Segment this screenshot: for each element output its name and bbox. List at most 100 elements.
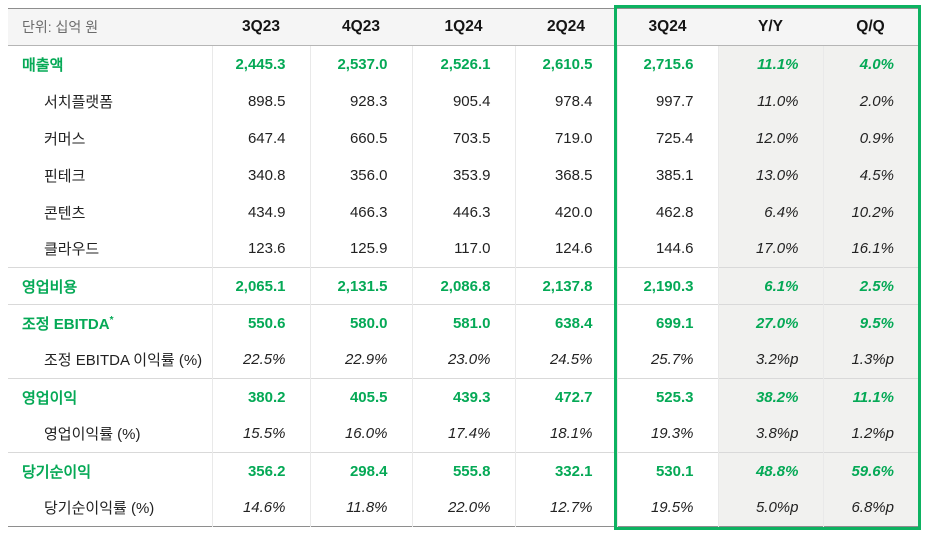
- table-row-net-margin: 당기순이익률 (%) 14.6% 11.8% 22.0% 12.7% 19.5%…: [8, 489, 918, 527]
- cell-3q23: 2,445.3: [211, 45, 310, 83]
- cell-4q23: 11.8%: [309, 489, 412, 527]
- cell-qq: 11.1%: [822, 378, 918, 416]
- column-header-yy: Y/Y: [718, 8, 823, 46]
- cell-qq: 6.8%p: [822, 489, 918, 527]
- table-row-adjusted-ebitda-margin: 조정 EBITDA 이익률 (%) 22.5% 22.9% 23.0% 24.5…: [8, 341, 918, 379]
- financial-results-section: 단위: 십억 원 3Q23 4Q23 1Q24 2Q24 3Q24 Y/Y Q/…: [8, 5, 921, 530]
- cell-qq: 10.2%: [822, 193, 918, 231]
- cell-1q24: 905.4: [411, 82, 515, 120]
- cell-3q24: 725.4: [616, 119, 718, 157]
- cell-4q23: 22.9%: [309, 341, 412, 379]
- cell-2q24: 332.1: [514, 452, 617, 490]
- cell-3q23: 15.5%: [211, 415, 310, 453]
- column-header-2q24: 2Q24: [515, 8, 617, 46]
- cell-3q24: 462.8: [616, 193, 718, 231]
- cell-1q24: 117.0: [411, 230, 515, 268]
- cell-4q23: 928.3: [309, 82, 412, 120]
- cell-3q23: 340.8: [211, 156, 310, 194]
- cell-yy: 13.0%: [717, 156, 823, 194]
- cell-1q24: 555.8: [411, 452, 515, 490]
- cell-2q24: 638.4: [514, 304, 617, 342]
- column-header-3q24: 3Q24: [617, 8, 718, 46]
- cell-3q24: 25.7%: [616, 341, 718, 379]
- row-label: 매출액: [22, 56, 64, 74]
- cell-4q23: 2,537.0: [309, 45, 412, 83]
- cell-2q24: 18.1%: [514, 415, 617, 453]
- cell-3q23: 123.6: [211, 230, 310, 268]
- results-table: 단위: 십억 원 3Q23 4Q23 1Q24 2Q24 3Q24 Y/Y Q/…: [8, 8, 918, 527]
- cell-3q24: 385.1: [616, 156, 718, 194]
- cell-4q23: 580.0: [309, 304, 412, 342]
- cell-qq: 16.1%: [822, 230, 918, 268]
- table-row-operating-profit: 영업이익 380.2 405.5 439.3 472.7 525.3 38.2%…: [8, 378, 918, 416]
- cell-qq: 9.5%: [822, 304, 918, 342]
- table-row-commerce: 커머스 647.4 660.5 703.5 719.0 725.4 12.0% …: [8, 119, 918, 157]
- cell-yy: 6.4%: [717, 193, 823, 231]
- cell-yy: 11.0%: [717, 82, 823, 120]
- row-label: 핀테크: [44, 167, 86, 185]
- table-row-adjusted-ebitda: 조정 EBITDA* 550.6 580.0 581.0 638.4 699.1…: [8, 304, 918, 342]
- cell-3q23: 380.2: [211, 378, 310, 416]
- cell-3q24: 19.5%: [616, 489, 718, 527]
- cell-qq: 0.9%: [822, 119, 918, 157]
- column-header-qq: Q/Q: [823, 8, 918, 46]
- row-label: 서치플랫폼: [44, 93, 114, 111]
- cell-yy: 3.8%p: [717, 415, 823, 453]
- cell-3q23: 356.2: [211, 452, 310, 490]
- cell-4q23: 660.5: [309, 119, 412, 157]
- column-header-4q23: 4Q23: [310, 8, 412, 46]
- cell-2q24: 2,137.8: [514, 267, 617, 305]
- row-label: 당기순이익률 (%): [44, 500, 155, 518]
- row-label: 조정 EBITDA 이익률 (%): [44, 352, 203, 370]
- cell-1q24: 2,086.8: [411, 267, 515, 305]
- table-row-revenue: 매출액 2,445.3 2,537.0 2,526.1 2,610.5 2,71…: [8, 45, 918, 83]
- cell-4q23: 2,131.5: [309, 267, 412, 305]
- cell-qq: 59.6%: [822, 452, 918, 490]
- cell-qq: 2.0%: [822, 82, 918, 120]
- table-row-operating-margin: 영업이익률 (%) 15.5% 16.0% 17.4% 18.1% 19.3% …: [8, 415, 918, 453]
- cell-yy: 11.1%: [717, 45, 823, 83]
- cell-1q24: 22.0%: [411, 489, 515, 527]
- row-label: 영업이익: [8, 378, 212, 416]
- cell-3q23: 898.5: [211, 82, 310, 120]
- header-row: 단위: 십억 원 3Q23 4Q23 1Q24 2Q24 3Q24 Y/Y Q/…: [8, 8, 918, 46]
- cell-3q24: 525.3: [616, 378, 718, 416]
- cell-3q24: 997.7: [616, 82, 718, 120]
- table-row-cloud: 클라우드 123.6 125.9 117.0 124.6 144.6 17.0%…: [8, 230, 918, 268]
- cell-4q23: 298.4: [309, 452, 412, 490]
- cell-2q24: 2,610.5: [514, 45, 617, 83]
- cell-2q24: 12.7%: [514, 489, 617, 527]
- cell-3q24: 699.1: [616, 304, 718, 342]
- cell-yy: 3.2%p: [717, 341, 823, 379]
- cell-3q23: 22.5%: [211, 341, 310, 379]
- table-row-operating-expenses: 영업비용 2,065.1 2,131.5 2,086.8 2,137.8 2,1…: [8, 267, 918, 305]
- cell-2q24: 124.6: [514, 230, 617, 268]
- table-row-search-platform: 서치플랫폼 898.5 928.3 905.4 978.4 997.7 11.0…: [8, 82, 918, 120]
- cell-1q24: 703.5: [411, 119, 515, 157]
- cell-4q23: 16.0%: [309, 415, 412, 453]
- cell-3q23: 550.6: [211, 304, 310, 342]
- column-header-3q23: 3Q23: [212, 8, 310, 46]
- cell-1q24: 439.3: [411, 378, 515, 416]
- cell-3q23: 14.6%: [211, 489, 310, 527]
- cell-3q23: 2,065.1: [211, 267, 310, 305]
- cell-qq: 4.0%: [822, 45, 918, 83]
- column-header-1q24: 1Q24: [412, 8, 515, 46]
- table-row-net-income: 당기순이익 356.2 298.4 555.8 332.1 530.1 48.8…: [8, 452, 918, 490]
- cell-3q23: 434.9: [211, 193, 310, 231]
- cell-3q24: 144.6: [616, 230, 718, 268]
- cell-yy: 27.0%: [717, 304, 823, 342]
- cell-4q23: 466.3: [309, 193, 412, 231]
- row-label: 영업이익률 (%): [44, 426, 141, 444]
- cell-yy: 6.1%: [717, 267, 823, 305]
- row-label: 클라우드: [44, 241, 100, 259]
- cell-3q24: 530.1: [616, 452, 718, 490]
- table-row-fintech: 핀테크 340.8 356.0 353.9 368.5 385.1 13.0% …: [8, 156, 918, 194]
- cell-1q24: 446.3: [411, 193, 515, 231]
- cell-3q24: 19.3%: [616, 415, 718, 453]
- cell-1q24: 581.0: [411, 304, 515, 342]
- cell-4q23: 405.5: [309, 378, 412, 416]
- table-row-contents: 콘텐츠 434.9 466.3 446.3 420.0 462.8 6.4% 1…: [8, 193, 918, 231]
- cell-qq: 1.3%p: [822, 341, 918, 379]
- row-label: 콘텐츠: [44, 204, 86, 222]
